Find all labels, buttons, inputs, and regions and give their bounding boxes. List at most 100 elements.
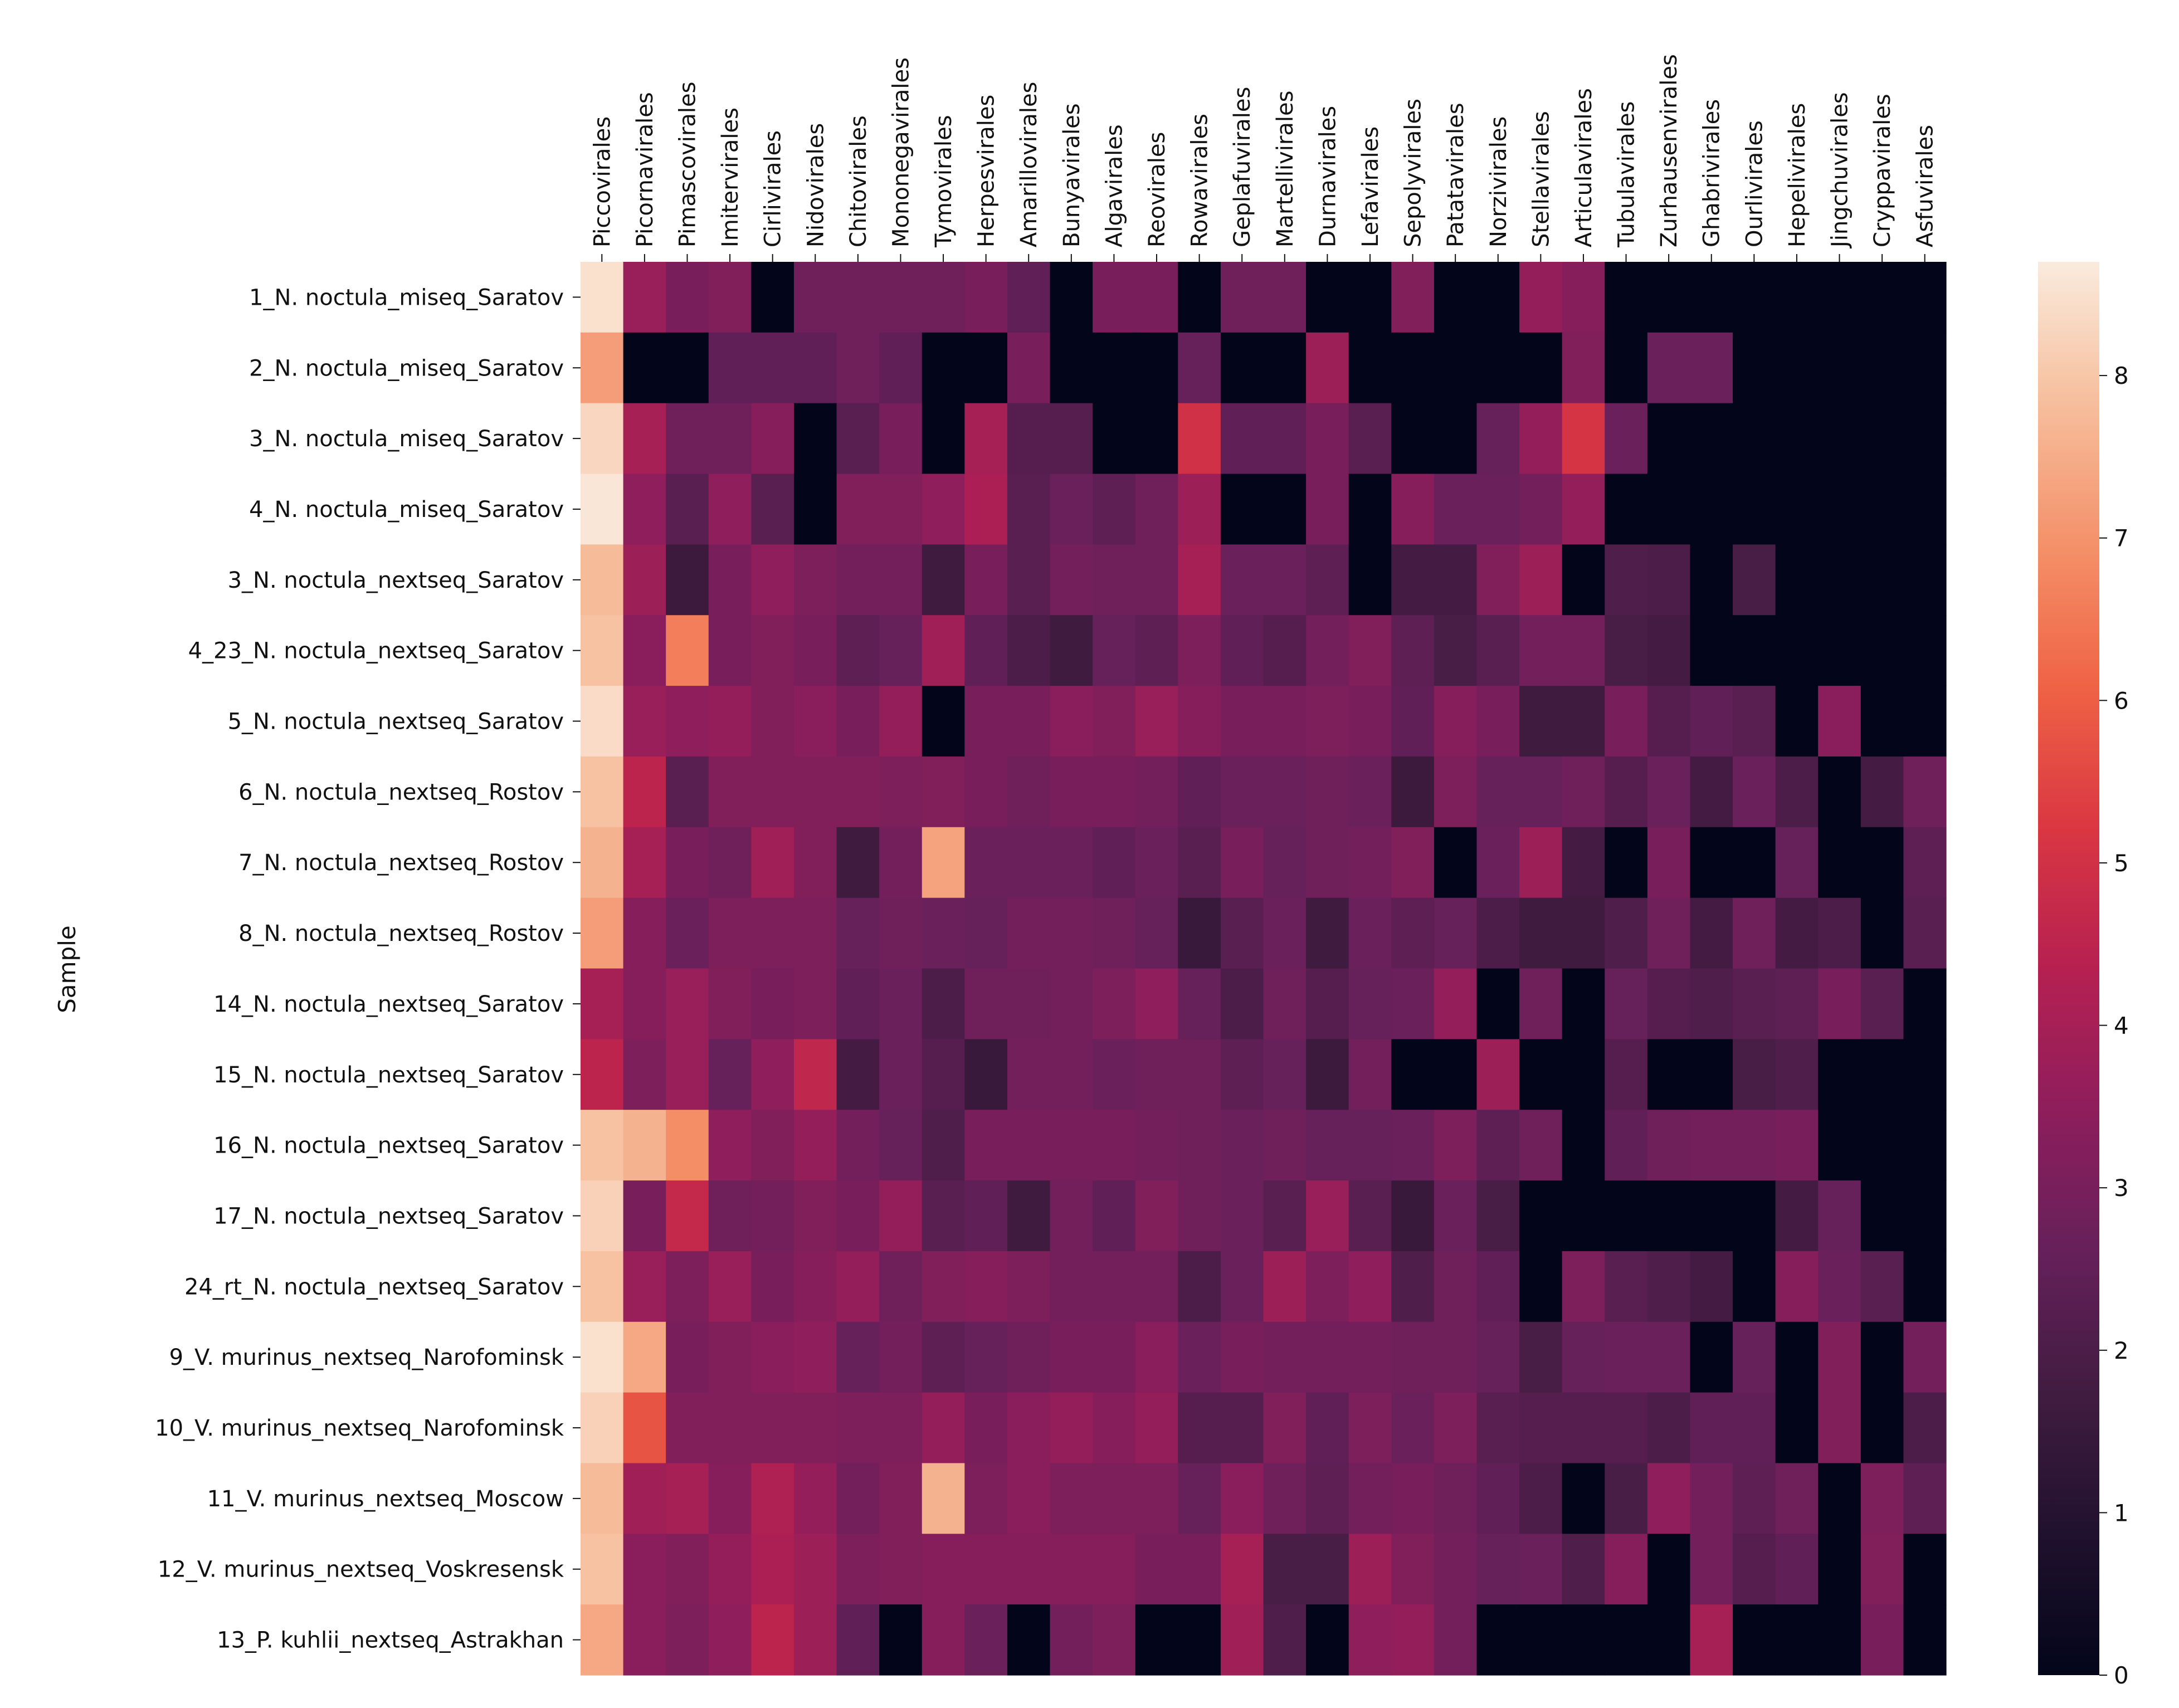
heatmap-cell — [1860, 1534, 1904, 1605]
heatmap-cell — [1775, 1604, 1819, 1676]
heatmap-cell — [1903, 1392, 1947, 1464]
heatmap-cell — [1050, 1251, 1093, 1323]
column-tick-label: Martellivirales — [1273, 91, 1298, 247]
heatmap-cell — [1605, 1604, 1648, 1676]
heatmap-cell — [1605, 615, 1648, 686]
heatmap-cell — [1348, 1039, 1392, 1110]
heatmap-cell — [1050, 332, 1093, 404]
heatmap-cell — [708, 474, 752, 545]
heatmap-cell — [1178, 1180, 1221, 1252]
heatmap-cell — [1476, 756, 1520, 828]
heatmap-cell — [1647, 1180, 1691, 1252]
heatmap-cell — [1562, 403, 1605, 475]
heatmap-cell — [623, 1463, 666, 1534]
heatmap-cell — [623, 615, 666, 686]
heatmap-cell — [1348, 262, 1392, 333]
heatmap-cell — [1178, 544, 1221, 616]
heatmap-cell — [1007, 968, 1051, 1040]
heatmap-cell — [793, 1463, 837, 1534]
colorbar-gradient — [2038, 262, 2099, 1675]
heatmap-cell — [1562, 827, 1605, 899]
heatmap-cell — [1391, 1463, 1435, 1534]
heatmap-cell — [964, 262, 1008, 333]
heatmap-cell — [1860, 474, 1904, 545]
heatmap-cell — [1519, 1604, 1563, 1676]
heatmap-cell — [879, 897, 923, 969]
heatmap-cell — [1733, 332, 1776, 404]
heatmap-cell — [581, 403, 624, 475]
heatmap-cell — [1135, 615, 1178, 686]
heatmap-cell — [922, 1534, 965, 1605]
heatmap-cell — [1391, 1321, 1435, 1393]
heatmap-cell — [1391, 897, 1435, 969]
heatmap-cell — [1562, 1251, 1605, 1323]
heatmap-cell — [1733, 1534, 1776, 1605]
heatmap-cell — [708, 332, 752, 404]
heatmap-cell — [1818, 474, 1861, 545]
heatmap-cell — [1391, 686, 1435, 757]
heatmap-cell — [1348, 1251, 1392, 1323]
heatmap-cell — [879, 827, 923, 899]
heatmap-cell — [964, 1534, 1008, 1605]
heatmap-cell — [1434, 544, 1478, 616]
heatmap-cell — [964, 756, 1008, 828]
heatmap-cell — [1093, 1463, 1136, 1534]
heatmap-cell — [1348, 332, 1392, 404]
heatmap-cell — [751, 1392, 794, 1464]
heatmap-cell — [1050, 262, 1093, 333]
heatmap-cell — [1263, 474, 1307, 545]
heatmap-cell — [708, 1321, 752, 1393]
heatmap-cell — [1605, 686, 1648, 757]
heatmap-cell — [1434, 262, 1478, 333]
heatmap-cell — [1775, 1463, 1819, 1534]
heatmap-cell — [922, 1463, 965, 1534]
heatmap-cell — [1860, 686, 1904, 757]
heatmap-cell — [1818, 262, 1861, 333]
column-tick-label: Lefavirales — [1358, 126, 1383, 247]
heatmap-cell — [1733, 1392, 1776, 1464]
heatmap-cell — [1135, 1534, 1178, 1605]
heatmap-cell — [1903, 1110, 1947, 1181]
heatmap-cell — [1178, 474, 1221, 545]
heatmap-cell — [1690, 1463, 1733, 1534]
heatmap-cell — [922, 756, 965, 828]
colorbar-tick-label: 8 — [2114, 362, 2129, 389]
heatmap-cell — [836, 1251, 880, 1323]
column-tick-labels: Piccovirales Picornavirales Pimascovirales… — [589, 54, 1938, 262]
y-axis-label: Sample — [53, 925, 81, 1013]
heatmap-cell — [1007, 897, 1051, 969]
heatmap-cell — [1818, 332, 1861, 404]
heatmap-cell — [581, 1392, 624, 1464]
heatmap-cell — [1605, 968, 1648, 1040]
heatmap-cell — [1733, 897, 1776, 969]
heatmap-cell — [1135, 827, 1178, 899]
heatmap-cell — [1391, 1392, 1435, 1464]
heatmap-cell — [1135, 968, 1178, 1040]
heatmap-cell — [1647, 1604, 1691, 1676]
heatmap-cell — [1733, 827, 1776, 899]
heatmap-cell — [1519, 686, 1563, 757]
heatmap-cell — [1306, 827, 1349, 899]
heatmap-cell — [1690, 1110, 1733, 1181]
heatmap-cell — [793, 262, 837, 333]
heatmap-cell — [1391, 827, 1435, 899]
heatmap-cell — [581, 897, 624, 969]
heatmap-cell — [922, 1392, 965, 1464]
heatmap-cell — [836, 262, 880, 333]
heatmap-cell — [1860, 1251, 1904, 1323]
heatmap-cell — [1263, 262, 1307, 333]
heatmap-cell — [1220, 1463, 1264, 1534]
column-tick-label: Ghabrivirales — [1699, 99, 1725, 247]
heatmap-cell — [836, 474, 880, 545]
heatmap-cell — [1818, 686, 1861, 757]
heatmap-cell — [666, 1604, 709, 1676]
heatmap-cell — [1050, 1039, 1093, 1110]
heatmap-cell — [751, 1251, 794, 1323]
heatmap-cell — [1690, 1180, 1733, 1252]
heatmap-cell — [836, 332, 880, 404]
column-tick-label: Geplafuvirales — [1230, 87, 1255, 247]
heatmap-cell — [1818, 1251, 1861, 1323]
heatmap-cell — [751, 1110, 794, 1181]
row-tick-label: 4_23_N. noctula_nextseq_Saratov — [188, 638, 564, 664]
heatmap-cell — [1733, 403, 1776, 475]
